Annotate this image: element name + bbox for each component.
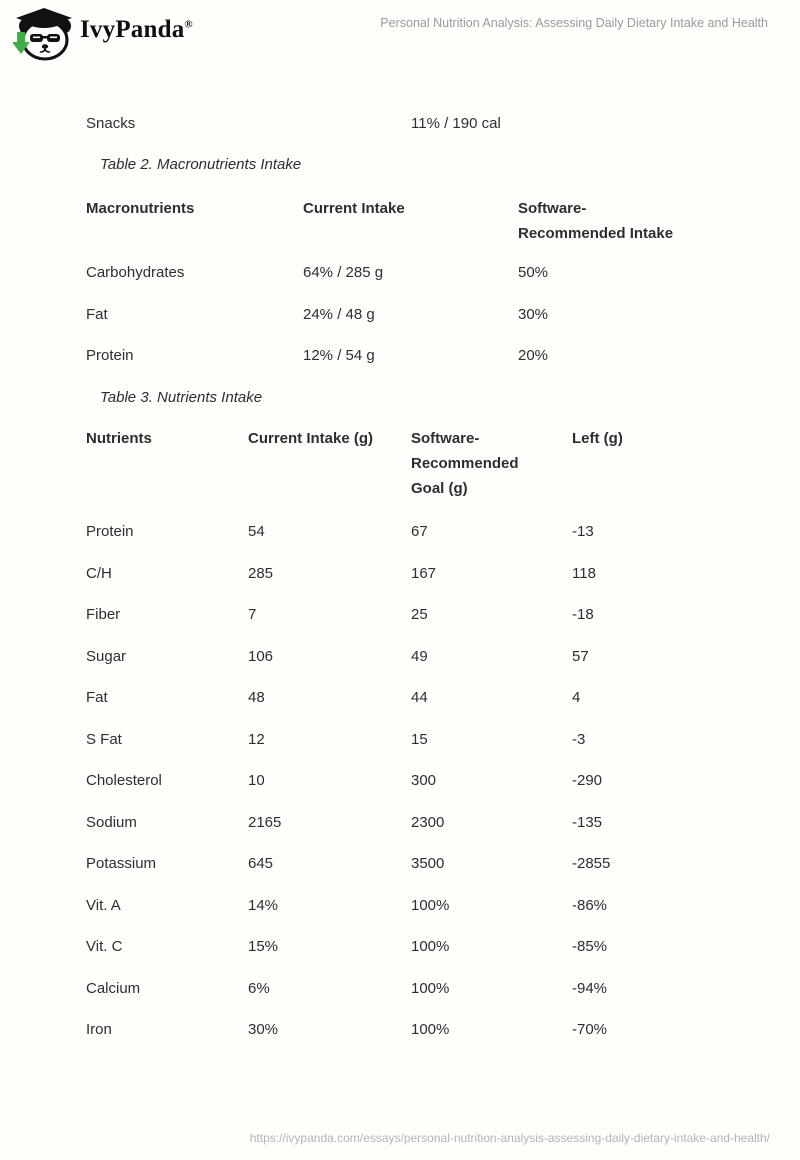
table-cell: Fat (86, 305, 108, 323)
table-cell: 2165 (248, 813, 282, 831)
table-cell: -135 (572, 813, 603, 831)
column-header: Software-Recommended Intake (518, 200, 674, 242)
table3-caption: Table 3. Nutrients Intake (100, 389, 263, 406)
table-cell: 12% / 54 g (303, 347, 375, 364)
table-cell: Sodium (86, 813, 137, 831)
column-header: Nutrients (86, 430, 152, 447)
column-header: Current Intake (g) (248, 430, 374, 447)
meal-label: Snacks (86, 115, 136, 132)
table-cell: 67 (411, 523, 428, 540)
table-cell: -290 (572, 772, 603, 789)
table-cell: Fiber (86, 606, 121, 623)
table-cell: 20% (518, 347, 549, 364)
table-cell: Calcium (86, 979, 141, 997)
table-cell: C/H (86, 564, 112, 582)
column-header: Current Intake (303, 200, 405, 217)
table-cell: 30% (248, 1021, 279, 1038)
table-cell: Vit. A (86, 896, 121, 914)
table-cell: Protein (86, 347, 134, 364)
table-cell: 10 (248, 772, 265, 789)
table-cell: -86% (572, 896, 608, 914)
document-title: Personal Nutrition Analysis: Assessing D… (380, 16, 768, 30)
table-cell: 100% (411, 896, 450, 914)
table-cell: 285 (248, 564, 274, 582)
brand-text: IvyPanda (80, 16, 185, 43)
table-cell: 14% (248, 896, 279, 914)
table-cell: Potassium (86, 855, 157, 872)
table-cell: 25 (411, 606, 428, 623)
table-cell: 100% (411, 938, 450, 955)
table-cell: Carbohydrates (86, 264, 185, 281)
table2-caption: Table 2. Macronutrients Intake (100, 156, 302, 173)
table-cell: 50% (518, 264, 549, 281)
nutrients-table: Nutrients Current Intake (g) Software-Re… (86, 426, 714, 1059)
column-header: Left (g) (572, 430, 623, 447)
table-cell: 54 (248, 523, 265, 540)
macronutrients-table: Macronutrients Current Intake Software-R… (86, 196, 714, 385)
meals-table-row: Snacks 11% / 190 cal (86, 111, 726, 136)
column-header: Software-Recommended Goal (g) (411, 430, 519, 497)
table-cell: 2300 (411, 813, 445, 831)
source-url: https://ivypanda.com/essays/personal-nut… (249, 1131, 770, 1145)
table-cell: 645 (248, 855, 274, 872)
table-cell: 24% / 48 g (303, 305, 375, 323)
table-cell: 30% (518, 305, 549, 323)
table-cell: -13 (572, 523, 594, 540)
table-cell: 15% (248, 938, 279, 955)
table-cell: 100% (411, 979, 450, 997)
table-cell: 64% / 285 g (303, 264, 384, 281)
table-cell: 15 (411, 730, 428, 748)
table-cell: 12 (248, 730, 265, 748)
table-cell: Fat (86, 689, 108, 706)
table-cell: 7 (248, 606, 257, 623)
table-cell: -85% (572, 938, 608, 955)
table-cell: Protein (86, 523, 134, 540)
table-cell: 300 (411, 772, 437, 789)
registered-trademark: ® (184, 18, 193, 31)
table-cell: Iron (86, 1021, 112, 1038)
table-cell: 167 (411, 564, 437, 582)
table-cell: 100% (411, 1021, 450, 1038)
column-header: Macronutrients (86, 200, 195, 217)
table-cell: Sugar (86, 647, 127, 665)
table-cell: 49 (411, 647, 428, 665)
table-cell: -94% (572, 979, 608, 997)
table-cell: -2855 (572, 855, 611, 872)
table-cell: -3 (572, 730, 586, 748)
table-cell: -70% (572, 1021, 608, 1038)
table-cell: 44 (411, 689, 428, 706)
table-cell: Cholesterol (86, 772, 162, 789)
meal-value: 11% / 190 cal (411, 115, 501, 132)
table-cell: S Fat (86, 730, 122, 748)
ivypanda-logo-icon (13, 8, 72, 61)
table-cell: 106 (248, 647, 274, 665)
table-cell: 6% (248, 979, 270, 997)
table-cell: 57 (572, 647, 589, 665)
table-cell: Vit. C (86, 938, 123, 955)
table-cell: 118 (572, 564, 596, 582)
table-cell: 3500 (411, 855, 445, 872)
table-cell: -18 (572, 606, 594, 623)
table-cell: 48 (248, 689, 265, 706)
table-cell: 4 (572, 689, 581, 706)
brand-wordmark: IvyPanda® (80, 16, 193, 44)
